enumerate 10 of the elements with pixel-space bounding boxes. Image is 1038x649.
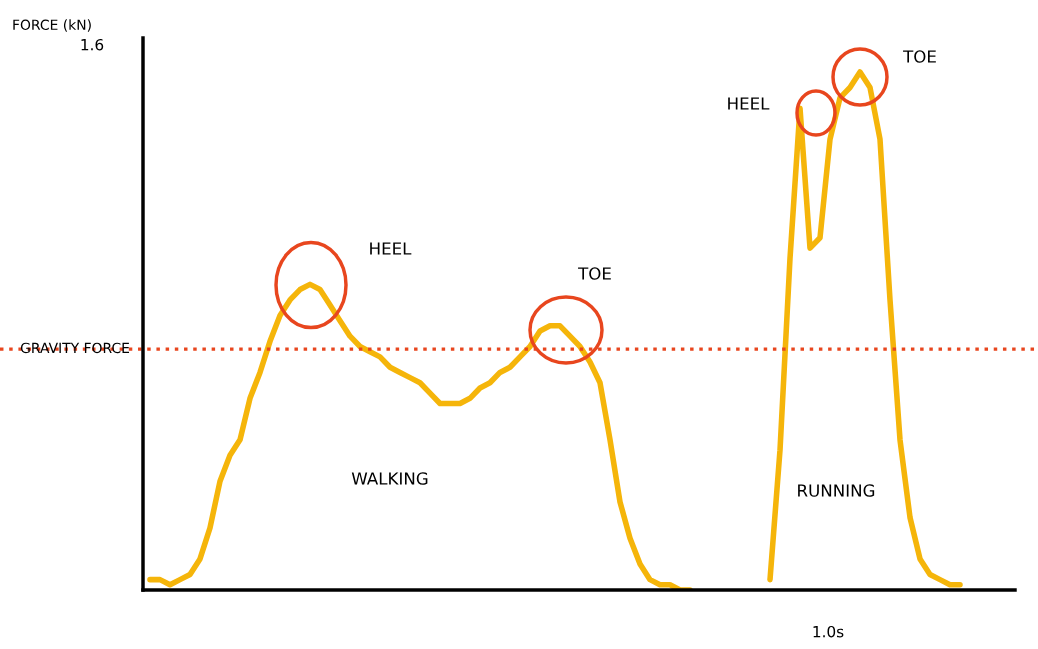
y-axis-title: FORCE (kN) [13, 19, 91, 32]
ref-line-label: GRAVITY FORCE [20, 342, 130, 354]
text: 1.0s [813, 625, 844, 638]
annotation: WALKING [351, 472, 428, 485]
text: 1.6 [81, 38, 104, 51]
annotation: HEEL [370, 242, 412, 255]
annotation: HEEL [728, 97, 770, 110]
annotation: TOE [578, 267, 611, 280]
annotation: RUNNING [798, 484, 875, 497]
text: TOE [903, 50, 936, 63]
